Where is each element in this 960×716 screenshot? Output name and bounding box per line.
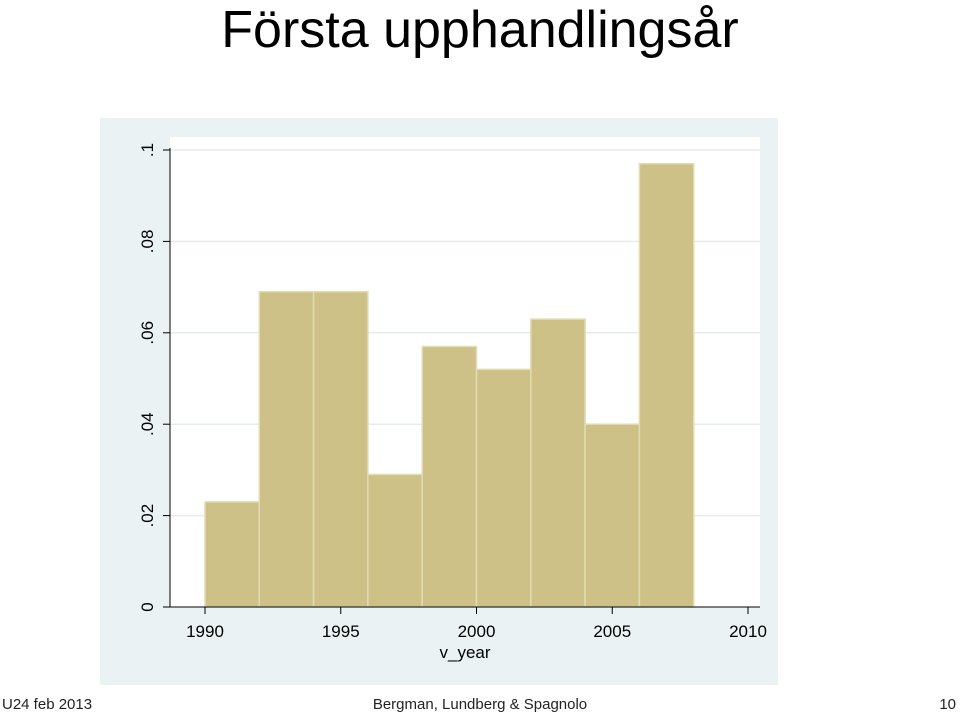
histogram-bar — [367, 473, 423, 608]
footer-date: U24 feb 2013 — [2, 696, 93, 713]
x-axis-title: v_year — [439, 643, 490, 662]
y-tick-label: .04 — [138, 412, 157, 436]
y-tick-label: .06 — [138, 321, 157, 345]
histogram-bar — [530, 318, 586, 608]
x-tick-label: 1995 — [322, 622, 360, 641]
histogram-bar — [204, 501, 261, 608]
x-tick-label: 1990 — [186, 622, 224, 641]
y-tick-label: .1 — [138, 143, 157, 157]
histogram-bar — [475, 368, 532, 608]
histogram-bar — [312, 290, 369, 608]
y-tick-label: .08 — [138, 230, 157, 254]
histogram-bar — [584, 423, 641, 608]
slide-title: Första upphandlingsår — [221, 1, 739, 59]
y-tick-label: .02 — [138, 504, 157, 528]
y-tick-label: 0 — [138, 602, 157, 611]
x-tick-label: 2005 — [593, 622, 631, 641]
footer-authors: Bergman, Lundberg & Spagnolo — [372, 696, 588, 713]
slide-number: 10 — [939, 696, 956, 713]
x-tick-label: 2010 — [729, 622, 767, 641]
x-tick-label: 2000 — [458, 622, 496, 641]
histogram-bar — [638, 162, 695, 608]
histogram-bar — [258, 290, 315, 608]
histogram-bar — [421, 345, 478, 608]
